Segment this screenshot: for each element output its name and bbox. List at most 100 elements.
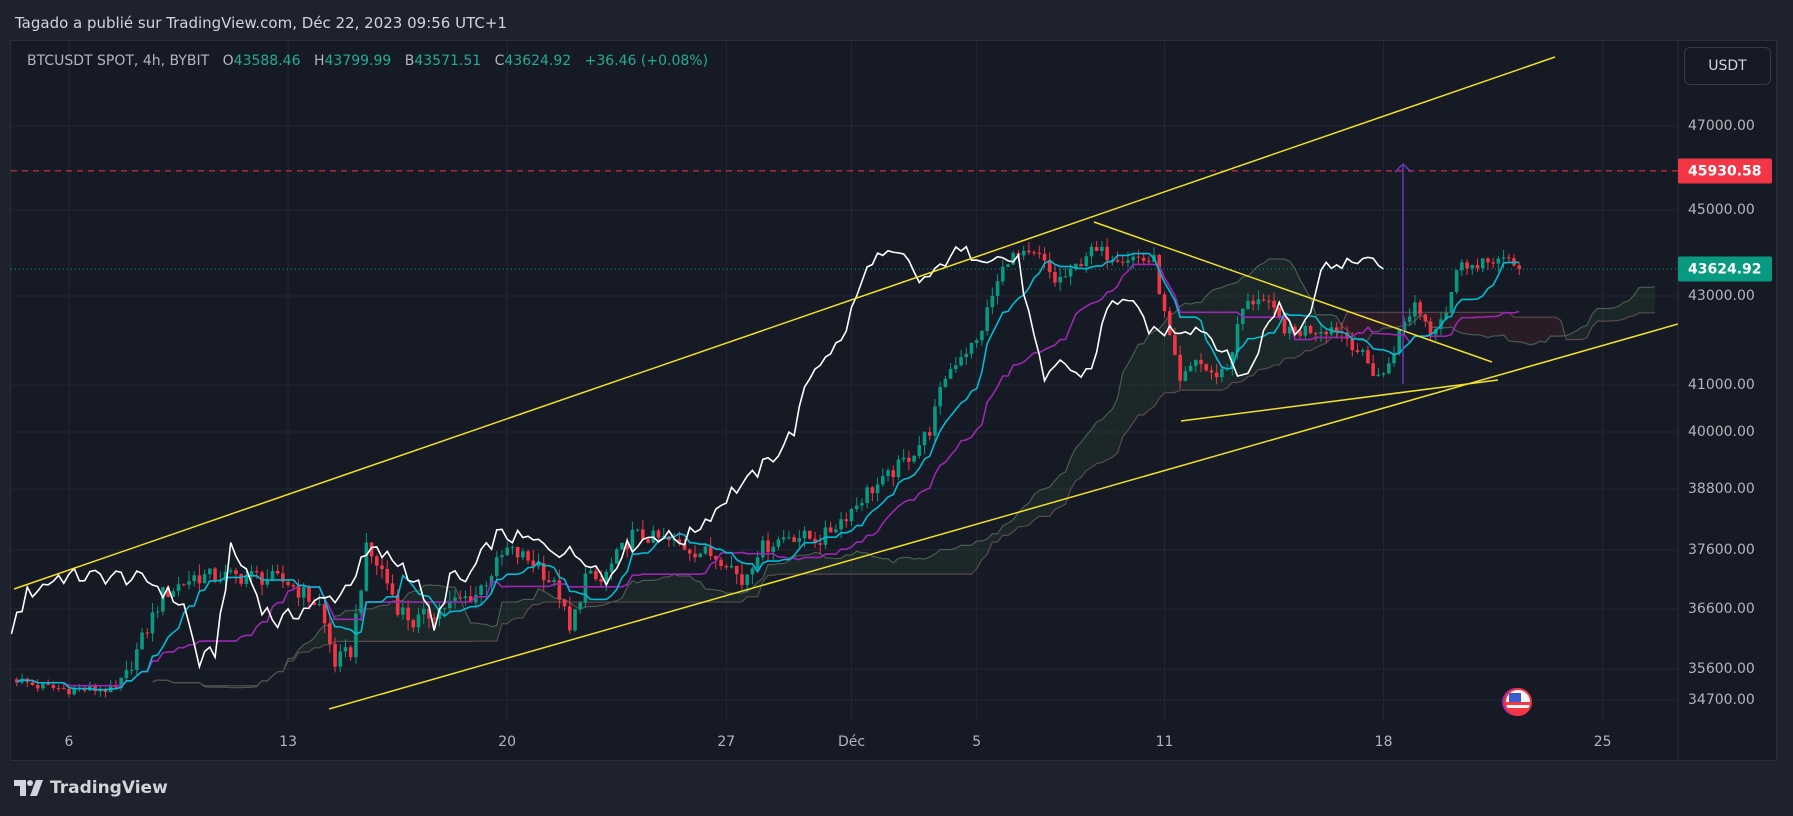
- candle-body: [421, 608, 426, 615]
- candle-body: [990, 295, 995, 308]
- candle-body: [1037, 252, 1042, 254]
- candle-body: [761, 540, 765, 558]
- chart-frame[interactable]: [10, 40, 1777, 761]
- ichimoku-cloud-segment: [1461, 312, 1468, 334]
- ichimoku-cloud-segment: [981, 538, 988, 560]
- ichimoku-cloud-segment: [340, 610, 346, 642]
- candle-body: [1282, 316, 1287, 334]
- candle-body: [463, 596, 468, 599]
- candle-body: [239, 574, 243, 584]
- candle-body: [687, 549, 692, 554]
- ichimoku-cloud-segment: [888, 558, 894, 575]
- ichimoku-cloud-segment: [517, 599, 523, 619]
- ichimoku-cloud-segment: [867, 552, 873, 575]
- candle-body: [500, 555, 504, 558]
- publisher-caption: Tagado a publié sur TradingView.com, Déc…: [15, 14, 507, 32]
- us-economic-event-flag-icon[interactable]: [1504, 688, 1532, 716]
- ichimoku-cloud-segment: [1279, 259, 1285, 365]
- ichimoku-cloud-segment: [674, 574, 680, 603]
- candle-body: [1465, 262, 1469, 269]
- candle-body: [1105, 246, 1109, 261]
- candle-body: [46, 683, 50, 685]
- candle-body: [437, 608, 442, 619]
- candle-body: [1157, 254, 1162, 295]
- candle-body: [1147, 260, 1151, 262]
- ichimoku-cloud-segment: [1081, 435, 1087, 478]
- candle-body: [427, 608, 431, 619]
- candle-body: [1324, 331, 1329, 335]
- price-tick-label: 37600.00: [1688, 542, 1755, 558]
- ichimoku-cloud-segment: [747, 588, 753, 597]
- ichimoku-kijun-line: [16, 263, 1520, 687]
- candle-body: [1303, 325, 1308, 336]
- tradingview-logo[interactable]: TradingView: [14, 778, 168, 798]
- ichimoku-cloud-segment: [1002, 523, 1008, 536]
- ichimoku-cloud-segment: [783, 560, 789, 575]
- candle-body: [453, 597, 457, 601]
- lower-channel-trendline: [328, 323, 1678, 710]
- candle-body: [1277, 307, 1282, 317]
- candle-body: [1507, 257, 1511, 259]
- candle-body: [474, 594, 478, 603]
- ichimoku-cloud-segment: [319, 625, 325, 648]
- target-arrowhead-icon: [1394, 162, 1412, 173]
- candle-body: [348, 647, 353, 658]
- ichimoku-cloud-segment: [778, 563, 784, 575]
- candle-body: [1199, 359, 1203, 365]
- ichimoku-cloud-segment: [1607, 308, 1614, 322]
- candle-body: [959, 357, 963, 366]
- candle-body: [541, 563, 546, 581]
- candle-body: [844, 519, 849, 522]
- candle-body: [807, 530, 812, 539]
- ichimoku-cloud-segment: [1581, 325, 1588, 340]
- ichimoku-cloud-segment: [387, 600, 393, 642]
- symbol-label[interactable]: BTCUSDT SPOT, 4h, BYBIT: [27, 53, 210, 69]
- candle-body: [734, 565, 739, 575]
- candle-body: [213, 568, 217, 581]
- candle-body: [1178, 354, 1182, 381]
- ichimoku-cloud-segment: [1211, 288, 1217, 391]
- candle-body: [369, 542, 374, 557]
- tradingview-logo-text: TradingView: [50, 778, 168, 798]
- candle-body: [181, 584, 186, 586]
- ichimoku-cloud-segment: [501, 602, 508, 624]
- candle-body: [1100, 246, 1104, 251]
- candle-body: [792, 537, 796, 542]
- candle-body: [270, 571, 275, 580]
- candle-body: [494, 557, 499, 577]
- ichimoku-cloud-segment: [1628, 295, 1634, 317]
- time-tick-label: 13: [279, 734, 298, 750]
- candle-body: [359, 590, 363, 614]
- candle-body: [1413, 302, 1417, 317]
- candle-body: [635, 529, 640, 531]
- candle-body: [1006, 264, 1010, 267]
- ichimoku-cloud-segment: [1201, 296, 1207, 391]
- ichimoku-cloud-segment: [924, 556, 930, 575]
- candle-body: [839, 519, 843, 530]
- ichimoku-cloud-segment: [512, 601, 518, 620]
- candle-body: [145, 632, 150, 634]
- ichimoku-cloud-segment: [929, 554, 935, 575]
- candle-body: [343, 647, 348, 652]
- candle-body: [192, 575, 196, 582]
- candle-body: [1308, 325, 1313, 334]
- ichimoku-cloud-segment: [872, 556, 878, 575]
- candle-body: [594, 570, 598, 580]
- candle-body: [1131, 256, 1135, 261]
- candle-body: [354, 613, 358, 658]
- ichimoku-cloud-segment: [1086, 429, 1092, 471]
- candle-body: [818, 543, 822, 545]
- open-value: 43588.46: [233, 53, 301, 69]
- candle-body: [943, 378, 948, 387]
- alert-price-tag: 45930.58: [1678, 158, 1772, 184]
- currency-button[interactable]: USDT: [1684, 47, 1771, 85]
- candle-body: [1298, 331, 1302, 336]
- candle-body: [1397, 330, 1402, 354]
- candle-body: [374, 556, 379, 566]
- candle-body: [870, 487, 875, 494]
- ichimoku-cloud-segment: [1644, 287, 1650, 313]
- ichimoku-cloud-segment: [1618, 302, 1624, 321]
- candle-body: [646, 539, 650, 543]
- candle-body: [312, 601, 316, 605]
